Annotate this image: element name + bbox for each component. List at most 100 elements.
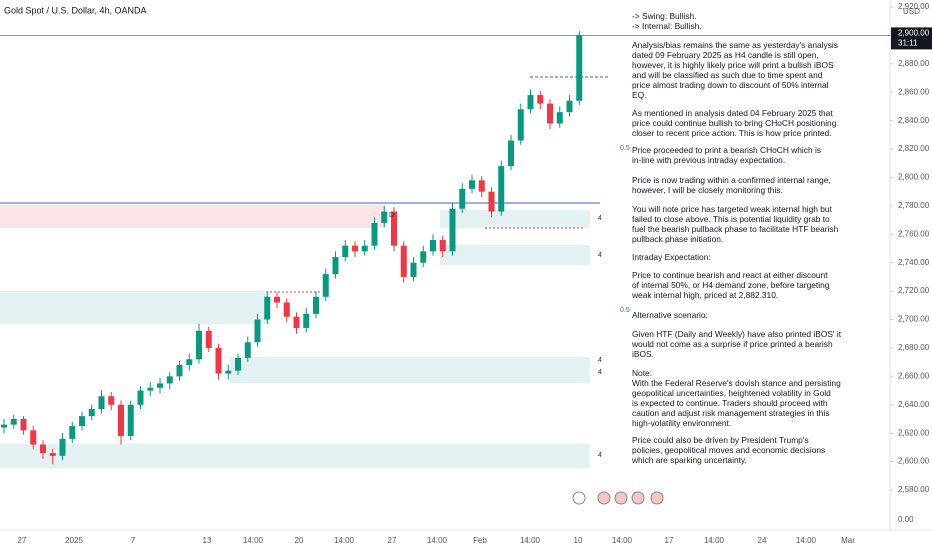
note-line: caution and adjust risk management strat… — [632, 408, 829, 418]
candle-body — [176, 364, 183, 377]
x-tick-label: 14:00 — [334, 536, 355, 545]
x-tick-label: 14:00 — [520, 536, 541, 545]
note-line: which are sparking uncertainty. — [631, 455, 747, 465]
x-tick-label: 13 — [203, 536, 212, 545]
candle-body — [537, 95, 544, 104]
candle-body — [400, 245, 407, 277]
x-tick-label: Mar — [841, 536, 855, 545]
y-tick-label: 2,740.00 — [898, 258, 930, 267]
annotation: 0.5 — [620, 145, 630, 152]
note-line: fuel the bearish pullback phase to facil… — [632, 224, 839, 234]
candle-body — [88, 409, 95, 417]
candle-body — [439, 239, 446, 252]
candle-body — [498, 166, 505, 212]
note-line: price almost trading down to discount of… — [632, 80, 829, 90]
candle-body — [59, 438, 66, 456]
candle-body — [342, 245, 349, 258]
x-tick-label: 14:00 — [612, 536, 633, 545]
note-line: With the Federal Reserve's dovish stance… — [632, 378, 841, 388]
supply-zone — [0, 205, 385, 228]
y-tick-label: 2,860.00 — [898, 87, 930, 96]
candle-body — [459, 188, 466, 209]
candle-body — [576, 35, 583, 101]
note-line: Alternative scenario: — [632, 310, 708, 320]
note-line: Analysis/bias remains the same as yester… — [632, 40, 838, 50]
demand-zone — [0, 444, 590, 468]
candle-body — [69, 426, 76, 439]
candle-body — [274, 296, 280, 303]
candle-body — [235, 357, 241, 371]
candle-body — [352, 245, 358, 252]
note-line: geopolitical uncertainties, heightened v… — [632, 388, 831, 398]
note-line: -> Swing: Bullish. — [632, 11, 696, 21]
y-tick-label: 2,660.00 — [898, 371, 930, 380]
candle-body — [186, 359, 193, 365]
candle-body — [205, 330, 212, 348]
candle-body — [527, 95, 534, 110]
candle-body — [254, 319, 261, 343]
note-line: closer to recent price action. This is h… — [632, 128, 832, 138]
candle-body — [127, 404, 134, 437]
candle-body — [469, 180, 475, 189]
candle-body — [137, 390, 144, 405]
candle-body — [332, 257, 339, 275]
x-tick-label: 27 — [388, 536, 397, 545]
note-line: is expected to continue. Traders should … — [632, 398, 828, 408]
candle-body — [293, 316, 300, 329]
note-line: Price could also be driven by President … — [632, 435, 809, 445]
demand-zone — [0, 291, 270, 324]
candle-body — [10, 418, 17, 425]
annotation: 4 — [598, 452, 602, 459]
icon — [650, 491, 664, 505]
note-line: pullback phase initiation. — [632, 234, 723, 244]
countdown: 31:11 — [898, 39, 918, 48]
y-tick-label: 2,800.00 — [898, 173, 930, 182]
candle-body — [391, 211, 397, 246]
demand-zone — [440, 210, 590, 228]
y-tick-label: 2,720.00 — [898, 286, 930, 295]
y-tick-label: 2,840.00 — [898, 116, 930, 125]
candle-body — [566, 100, 573, 113]
candle-body — [118, 404, 124, 437]
candle-body — [147, 387, 154, 391]
price-tag: 2,900.00 — [898, 29, 930, 38]
note-line: Price to continue bearish and react at e… — [632, 270, 828, 280]
note-line: Price proceeded to print a bearish CHoCH… — [632, 145, 821, 155]
annotation: 4 — [598, 357, 602, 364]
candle-body — [79, 416, 85, 427]
candle-body — [1, 424, 7, 428]
annotation: 4 — [598, 369, 602, 376]
annotation: 0.5 — [620, 307, 630, 314]
candle-body — [49, 453, 56, 456]
candle-body — [371, 222, 378, 246]
secondary-axis-label: 0.00 — [898, 515, 914, 524]
y-tick-label: 2,620.00 — [898, 428, 930, 437]
y-tick-label: 2,880.00 — [898, 59, 930, 68]
note-line: EQ. — [632, 90, 646, 100]
price-tag-bg — [891, 27, 932, 50]
note-line: price could continue bullish to bring CH… — [632, 118, 837, 128]
note-line: Price is now trading within a confirmed … — [632, 175, 831, 185]
note-line: As mentioned in analysis dated 04 Februa… — [632, 108, 833, 118]
icon — [614, 491, 628, 505]
candle-body — [556, 112, 563, 124]
candle-body — [547, 103, 553, 124]
candle-body — [225, 370, 232, 374]
y-tick-label: 2,680.00 — [898, 343, 930, 352]
note-line: failed to close above. This is potential… — [632, 214, 830, 224]
icons — [572, 491, 664, 505]
candle-body — [420, 251, 427, 263]
x-tick-label: 14:00 — [704, 536, 725, 545]
note-line: in-line with previous intraday expectati… — [632, 155, 785, 165]
x-tick-label: 20 — [295, 536, 304, 545]
y-tick-label: 2,700.00 — [898, 315, 930, 324]
candle-body — [20, 418, 27, 431]
icon — [597, 491, 611, 505]
note-line: would not come as a surprise if price pr… — [631, 339, 833, 349]
note-line: of internal 50%, or H4 demand zone, befo… — [632, 280, 830, 290]
candle-body — [196, 330, 202, 360]
x-tick-label: 14:00 — [427, 536, 448, 545]
y-tick-label: 2,580.00 — [898, 485, 930, 494]
x-tick-label: 17 — [665, 536, 674, 545]
